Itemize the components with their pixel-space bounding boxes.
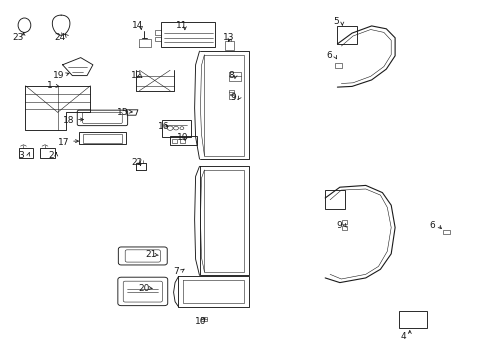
Text: 20: 20 <box>138 284 149 293</box>
Text: 24: 24 <box>55 33 66 42</box>
Bar <box>325 190 344 209</box>
Text: 6: 6 <box>428 220 434 230</box>
Bar <box>201 317 207 321</box>
Text: 12: 12 <box>131 71 142 80</box>
Text: 11: 11 <box>176 21 187 30</box>
Bar <box>170 136 197 145</box>
Text: 21: 21 <box>145 251 157 259</box>
Text: 10: 10 <box>177 133 188 142</box>
Text: 6: 6 <box>326 51 332 60</box>
Bar <box>228 90 233 94</box>
Bar <box>172 139 177 143</box>
Bar <box>337 26 356 44</box>
Bar <box>334 63 341 68</box>
Text: 14: 14 <box>132 21 143 30</box>
Bar <box>224 41 233 50</box>
Text: 7: 7 <box>173 267 179 276</box>
Text: 15: 15 <box>117 108 129 117</box>
Bar <box>19 148 33 158</box>
Bar <box>228 95 233 99</box>
Bar <box>162 120 190 137</box>
Bar <box>442 230 449 234</box>
Text: 9: 9 <box>336 220 342 230</box>
Bar <box>180 139 184 143</box>
Bar <box>40 148 55 158</box>
Text: 10: 10 <box>194 317 206 325</box>
Bar <box>79 132 125 144</box>
Bar <box>161 22 215 47</box>
Text: 8: 8 <box>228 71 234 80</box>
Bar <box>228 72 241 81</box>
Bar <box>342 226 346 230</box>
Bar <box>342 220 346 224</box>
Text: 3: 3 <box>19 151 24 160</box>
Text: 9: 9 <box>230 94 236 103</box>
Text: 1: 1 <box>46 81 52 90</box>
Text: 2: 2 <box>48 151 54 160</box>
Text: 19: 19 <box>53 71 64 80</box>
Text: 5: 5 <box>333 17 339 26</box>
Bar <box>83 134 122 143</box>
Text: 18: 18 <box>62 116 74 125</box>
Text: 13: 13 <box>222 33 234 42</box>
Text: 4: 4 <box>400 332 406 341</box>
Text: 23: 23 <box>12 33 23 42</box>
Text: 17: 17 <box>58 138 69 147</box>
Text: 22: 22 <box>131 158 142 167</box>
Bar <box>398 311 426 328</box>
Text: 16: 16 <box>157 122 169 131</box>
